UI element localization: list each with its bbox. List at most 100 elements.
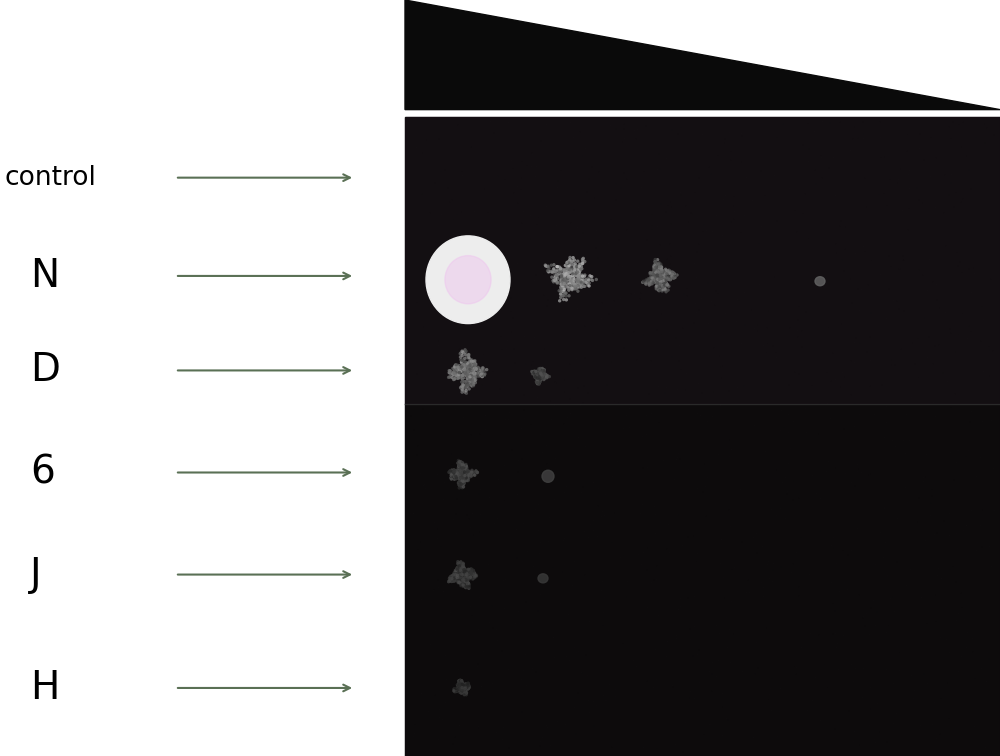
Point (656, 268, 672, 280)
Point (747, 141, 763, 153)
Point (543, 469, 559, 481)
Point (465, 371, 481, 383)
Point (457, 465, 473, 477)
Point (472, 370, 488, 382)
Point (451, 575, 467, 587)
Point (451, 561, 467, 573)
Point (725, 259, 741, 271)
Point (451, 609, 467, 621)
Point (426, 674, 442, 686)
Point (534, 367, 550, 379)
Point (450, 370, 466, 382)
Point (558, 274, 574, 287)
Point (531, 377, 547, 389)
Point (453, 676, 469, 688)
Point (630, 223, 646, 235)
Point (464, 362, 480, 374)
Point (532, 375, 548, 387)
Point (557, 277, 573, 289)
Point (468, 252, 484, 264)
Point (775, 374, 791, 386)
Point (535, 368, 551, 380)
Point (874, 516, 890, 528)
Point (571, 281, 587, 293)
Point (842, 541, 858, 553)
Point (459, 469, 475, 482)
Point (958, 535, 974, 547)
Point (778, 472, 794, 484)
Point (477, 592, 493, 604)
Point (577, 554, 593, 566)
Point (451, 576, 467, 588)
Point (458, 387, 474, 399)
Point (664, 268, 680, 280)
Point (906, 716, 922, 728)
Point (452, 680, 468, 692)
Point (530, 369, 546, 381)
Point (529, 218, 545, 231)
Point (450, 681, 466, 693)
Point (531, 373, 547, 386)
Point (455, 568, 471, 580)
Point (472, 509, 488, 521)
Point (449, 682, 465, 694)
Point (844, 702, 860, 714)
Point (432, 273, 448, 285)
Point (466, 370, 482, 383)
Point (843, 545, 859, 557)
Point (573, 269, 589, 281)
Point (462, 284, 478, 296)
Point (446, 362, 462, 374)
Point (456, 469, 472, 481)
Point (828, 237, 844, 249)
Point (655, 547, 671, 559)
Point (456, 477, 472, 489)
Point (807, 200, 823, 212)
Point (458, 472, 474, 484)
Point (452, 470, 468, 482)
Point (448, 472, 464, 484)
Point (452, 572, 468, 584)
Point (532, 372, 548, 384)
Point (452, 683, 468, 695)
Point (456, 466, 472, 479)
Point (457, 218, 473, 231)
Point (517, 293, 533, 305)
Point (768, 322, 784, 334)
Point (501, 599, 517, 611)
Point (453, 566, 469, 578)
Point (569, 325, 585, 337)
Point (505, 265, 521, 277)
Point (538, 371, 554, 383)
Point (931, 351, 947, 363)
Point (443, 573, 459, 585)
Point (800, 248, 816, 260)
Point (407, 718, 423, 730)
Point (451, 680, 467, 692)
Point (704, 376, 720, 388)
Point (548, 272, 564, 284)
Point (451, 472, 467, 484)
Point (648, 266, 664, 278)
Point (541, 259, 557, 271)
Point (465, 380, 481, 392)
Point (979, 122, 995, 134)
Point (958, 519, 974, 531)
Point (855, 304, 871, 316)
Point (452, 472, 468, 484)
Point (455, 581, 471, 593)
Point (930, 522, 946, 534)
Point (721, 385, 737, 397)
Point (762, 565, 778, 578)
Point (466, 327, 482, 339)
Point (576, 380, 592, 392)
Point (917, 284, 933, 296)
Point (561, 565, 577, 577)
Point (453, 578, 469, 590)
Point (855, 240, 871, 253)
Point (787, 204, 803, 216)
Point (790, 464, 806, 476)
Point (524, 551, 540, 563)
Point (528, 366, 544, 378)
Point (446, 228, 462, 240)
